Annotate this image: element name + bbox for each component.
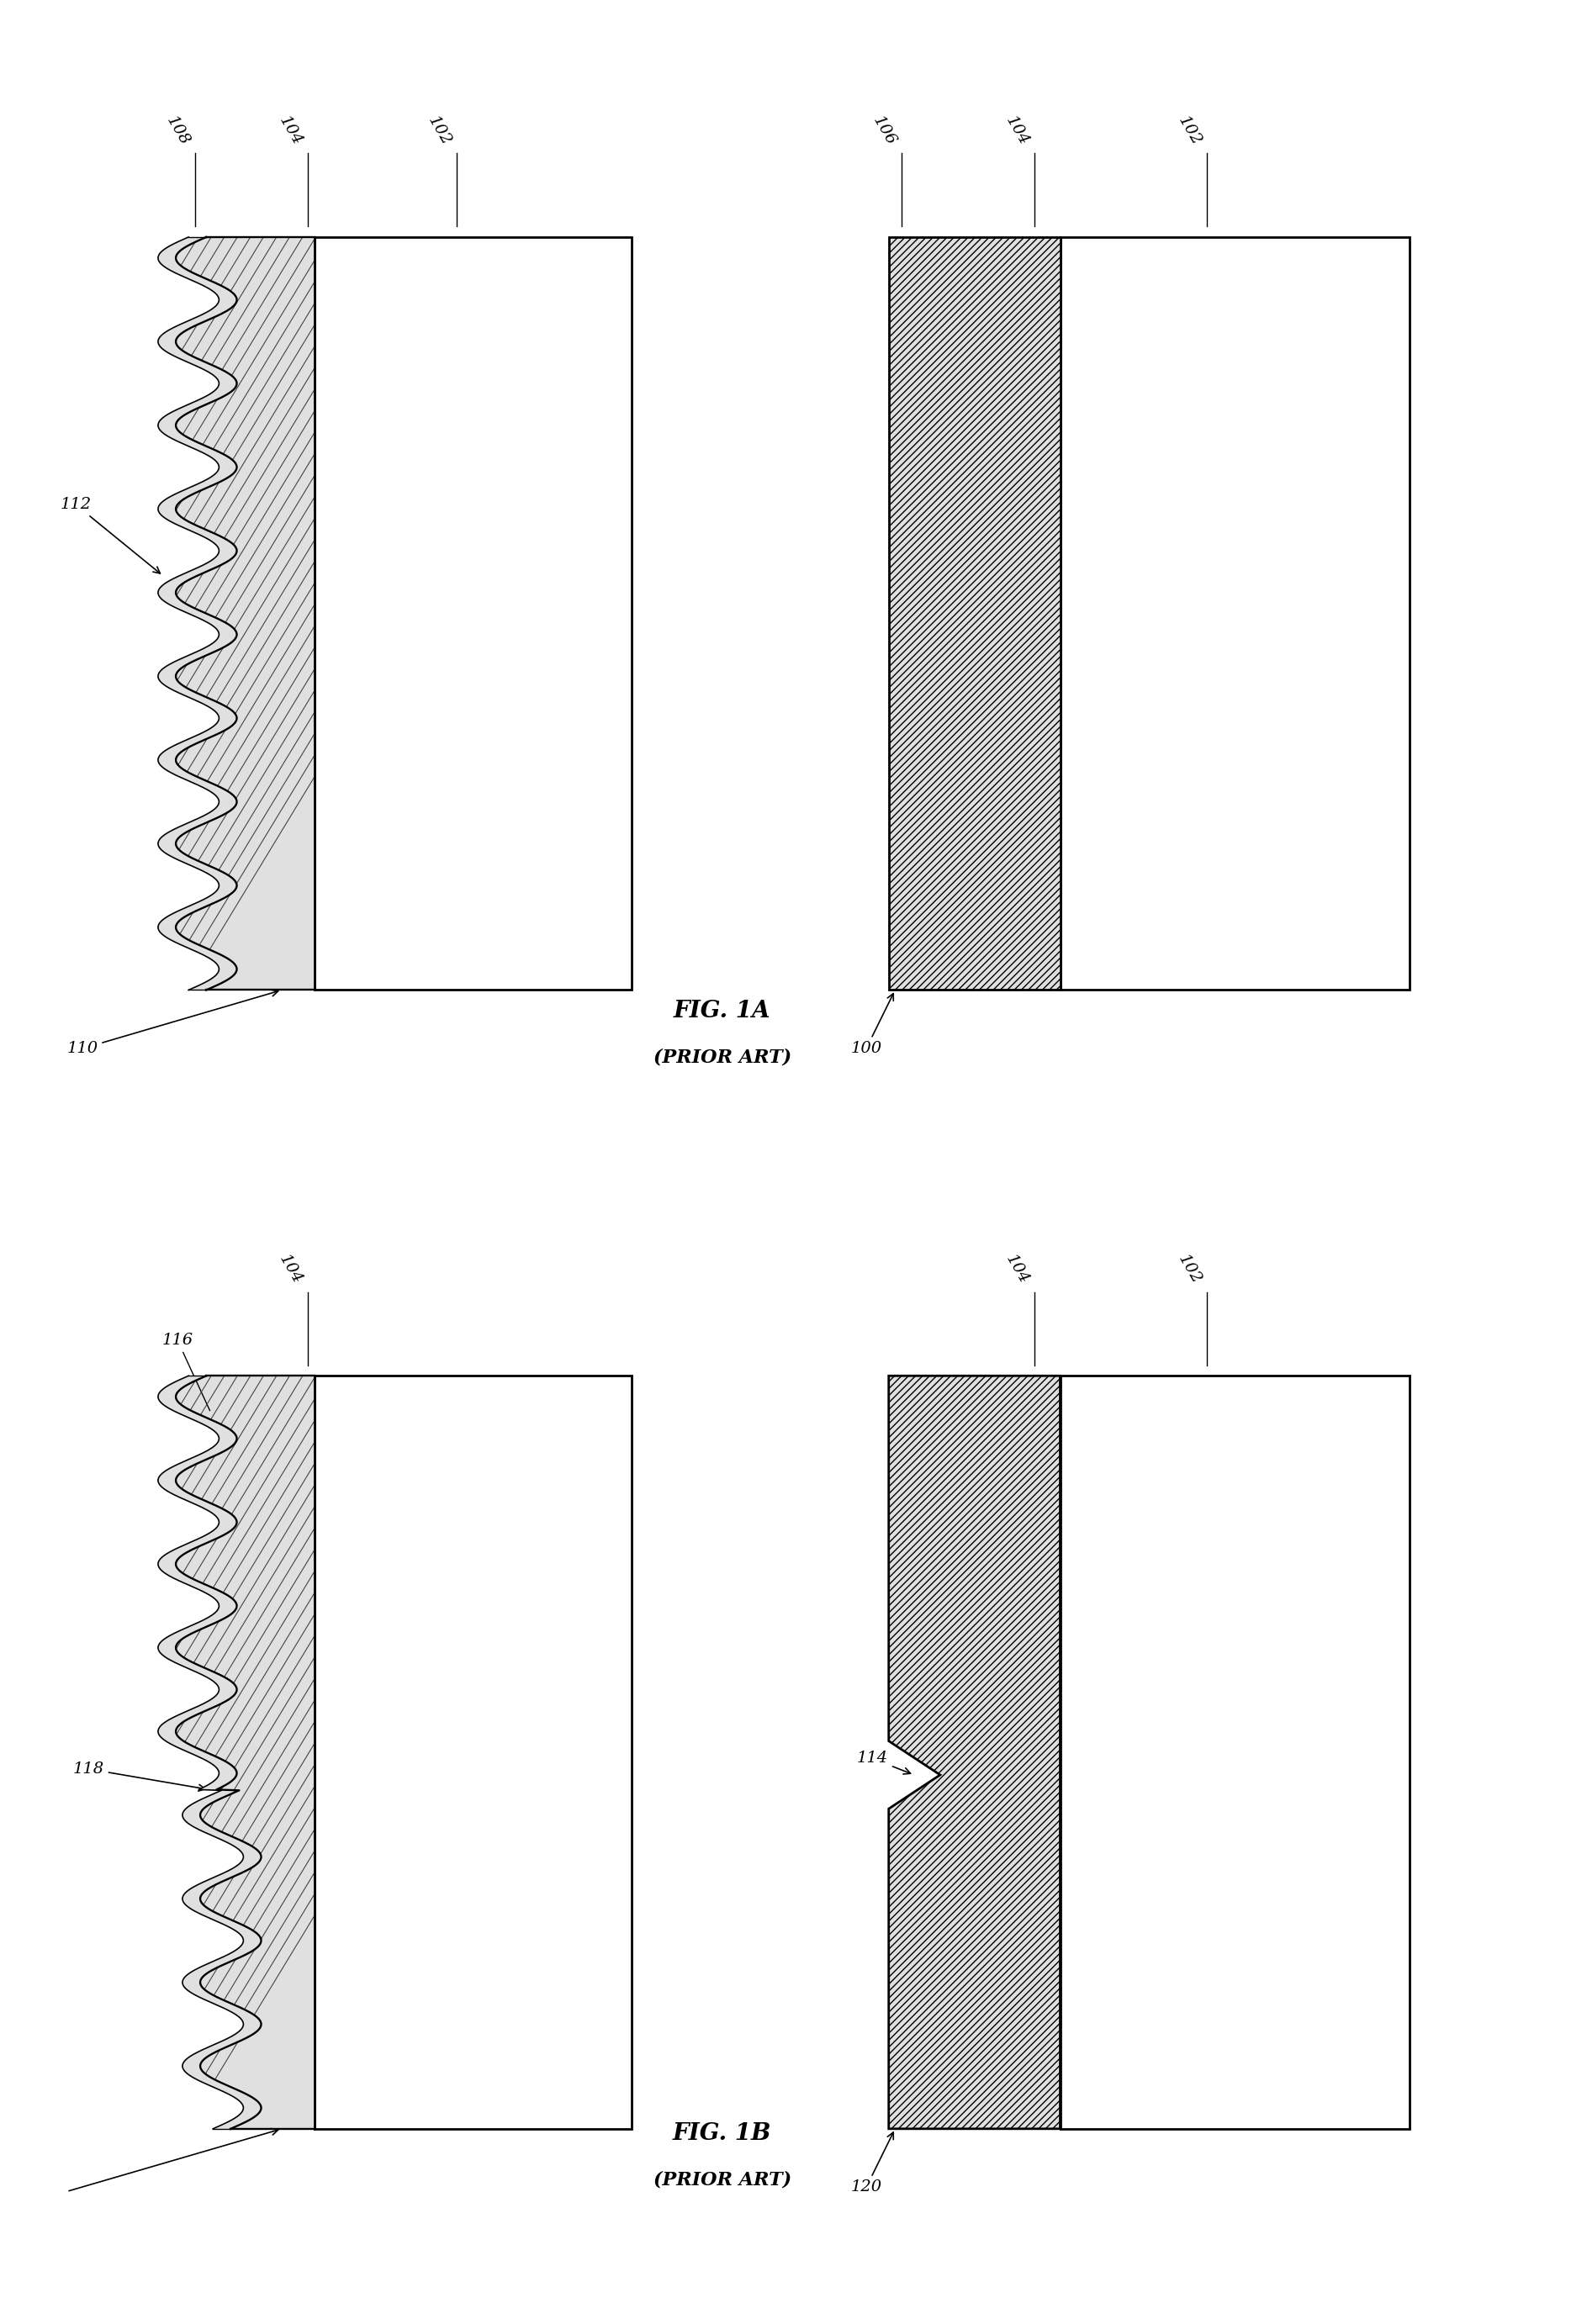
Bar — [314, 1376, 632, 2129]
Text: 106: 106 — [870, 114, 898, 149]
Text: 102: 102 — [425, 114, 454, 149]
Polygon shape — [159, 1376, 262, 2129]
Text: 112: 112 — [60, 497, 160, 574]
Text: FIG. 1A: FIG. 1A — [673, 999, 771, 1023]
Text: 118: 118 — [73, 1762, 205, 1792]
Text: 102: 102 — [1174, 114, 1203, 149]
Bar — [1060, 237, 1409, 990]
Polygon shape — [159, 237, 236, 990]
Bar — [1060, 1376, 1409, 2129]
Text: (PRIOR ART): (PRIOR ART) — [654, 2171, 790, 2189]
Polygon shape — [176, 237, 314, 990]
Text: 102: 102 — [1174, 1253, 1203, 1287]
Text: 104: 104 — [276, 1253, 305, 1287]
Text: 104: 104 — [276, 114, 305, 149]
Bar — [889, 237, 1060, 990]
Polygon shape — [176, 1376, 314, 2129]
Text: 108: 108 — [163, 114, 192, 149]
Text: 110: 110 — [67, 990, 278, 1055]
Text: 116: 116 — [162, 1332, 209, 1411]
Text: 100: 100 — [851, 995, 893, 1055]
Bar — [314, 237, 632, 990]
Text: (PRIOR ART): (PRIOR ART) — [654, 1048, 790, 1067]
Text: 120: 120 — [851, 2133, 893, 2194]
Text: 114: 114 — [857, 1750, 911, 1773]
Polygon shape — [889, 1376, 1060, 2129]
Text: FIG. 1B: FIG. 1B — [673, 2122, 771, 2145]
Text: 104: 104 — [1003, 1253, 1032, 1287]
Text: 104: 104 — [1003, 114, 1032, 149]
